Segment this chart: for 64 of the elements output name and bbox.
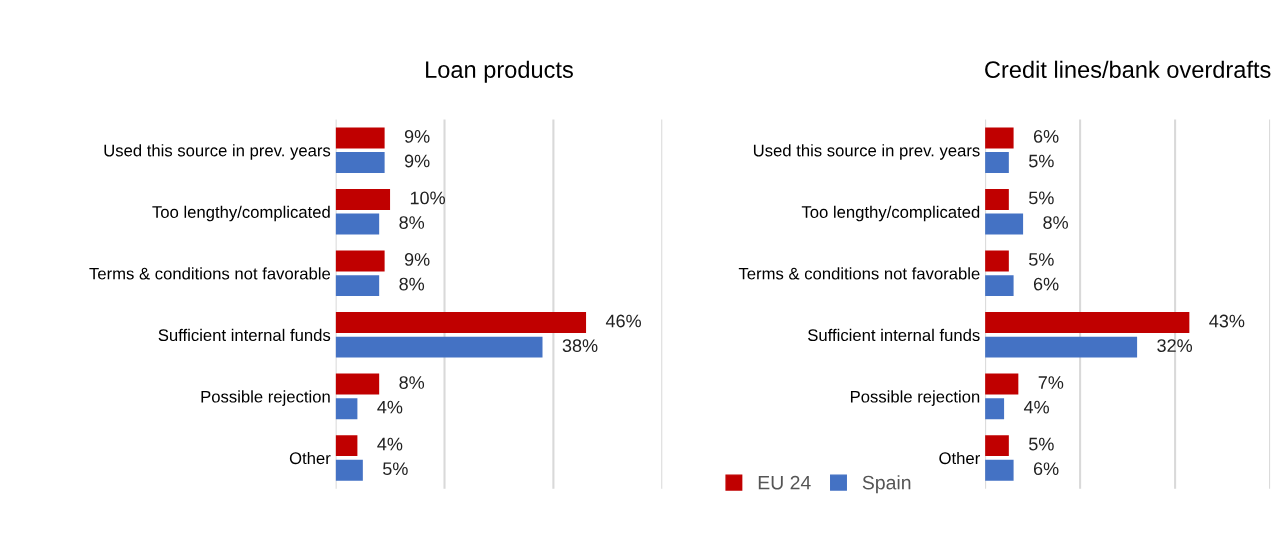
y-tick-label: Terms & conditions not favorable: [738, 267, 980, 280]
y-tick-label: Sufficient internal funds: [158, 328, 331, 342]
bar: [335, 250, 385, 272]
data-label: 8%: [399, 216, 425, 229]
bar: [335, 213, 380, 235]
bar: [985, 373, 1019, 395]
data-label: 8%: [399, 277, 425, 291]
y-tick-label: Terms & conditions not favorable: [89, 267, 331, 280]
data-label: 43%: [1209, 314, 1245, 328]
data-label: 5%: [1029, 154, 1054, 168]
bar: [335, 373, 380, 395]
chart-title: Loan products: [426, 60, 573, 83]
data-label: 6%: [1033, 129, 1059, 143]
y-tick-label: Other: [939, 451, 980, 465]
bar: [985, 152, 1009, 173]
bar: [335, 398, 358, 420]
bar: [985, 435, 1009, 457]
legend-label: EU 24: [758, 475, 811, 490]
data-label: 6%: [1033, 462, 1059, 476]
bar: [985, 250, 1009, 272]
y-tick-label: Other: [289, 451, 331, 465]
data-label: 10%: [410, 191, 445, 205]
bar: [335, 275, 380, 297]
bar: [335, 336, 543, 358]
bar: [985, 398, 1005, 420]
bar: [985, 336, 1138, 358]
y-tick-label: Sufficient internal funds: [808, 328, 980, 342]
chart-title: Credit lines/bank overdrafts: [985, 60, 1271, 79]
data-label: 4%: [377, 400, 403, 414]
data-label: 5%: [1029, 191, 1054, 205]
data-label: 4%: [377, 437, 403, 451]
bar: [335, 189, 391, 210]
y-tick-label: Used this source in prev. years: [104, 144, 331, 160]
y-tick-label: Possible rejection: [201, 390, 330, 406]
data-label: 38%: [562, 339, 598, 352]
data-label: 5%: [1029, 437, 1054, 451]
data-label: 32%: [1157, 339, 1193, 352]
data-label: 6%: [1033, 277, 1059, 291]
legend-label: Spain: [862, 475, 911, 494]
bar: [985, 127, 1014, 149]
data-label: 8%: [399, 376, 425, 389]
y-tick-label: Possible rejection: [850, 390, 980, 406]
bar: [985, 275, 1014, 297]
y-tick-label: Too lengthy/complicated: [801, 205, 980, 222]
y-tick-label: Too lengthy/complicated: [152, 205, 330, 222]
data-label: 9%: [404, 253, 430, 266]
bar: [335, 152, 385, 173]
bar: [335, 127, 385, 149]
bar: [335, 312, 587, 333]
data-label: 9%: [404, 129, 430, 143]
data-label: 7%: [1038, 376, 1064, 389]
data-label: 8%: [1043, 216, 1068, 229]
data-label: 5%: [383, 462, 408, 476]
data-label: 46%: [605, 314, 641, 328]
bar: [985, 459, 1014, 481]
data-label: 4%: [1023, 400, 1049, 414]
bar: [985, 213, 1024, 235]
bar: [985, 312, 1190, 333]
data-label: 5%: [1029, 253, 1054, 266]
bar: [335, 459, 363, 481]
bar: [985, 189, 1009, 210]
y-tick-label: Used this source in prev. years: [753, 144, 980, 160]
bar: [335, 435, 358, 457]
data-label: 9%: [404, 154, 430, 168]
